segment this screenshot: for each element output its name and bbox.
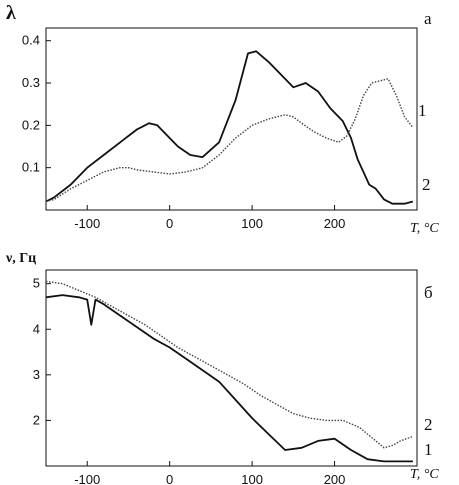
x-tick-label: -100 [74,472,100,485]
y-tick-label: 0.4 [22,33,40,48]
x-tick-label: 100 [241,472,263,485]
chart-panel-a: λ а T, °C 0.1 0.2 0.3 0.4 -100 0 100 200 1 2 [6,2,439,236]
x-tick-label: -100 [74,216,100,231]
x-tick-label: 0 [166,472,173,485]
x-axis-label: T, °C [410,467,439,482]
series-label-2: 2 [424,415,433,434]
x-tick-label: 100 [241,216,263,231]
series-line-1 [45,294,413,463]
y-tick-label: 0.2 [22,117,40,132]
x-axis-label: T, °C [410,221,439,236]
y-axis-label: ν, Гц [5,251,36,266]
plot-frame [45,27,418,211]
y-tick-label: 5 [33,276,40,291]
series-label-1: 1 [424,440,433,459]
y-tick-label: 0.3 [22,75,40,90]
y-tick-label: 4 [33,321,40,336]
panel-letter: а [424,9,432,28]
series-line-1 [45,50,414,205]
x-tick-label: 200 [324,472,346,485]
series-label-1: 1 [418,101,427,120]
chart-panel-b: ν, Гц б T, °C 2 3 4 5 -100 0 100 200 1 2 [5,251,439,485]
y-tick-label: 0.1 [22,160,40,175]
y-tick-label: 2 [33,412,40,427]
series-label-2: 2 [422,175,431,194]
series-line-2 [45,78,414,203]
x-tick-label: 200 [324,216,346,231]
y-tick-label: 3 [33,367,40,382]
x-tick-label: 0 [166,216,173,231]
y-axis-label: λ [6,2,16,24]
plot-frame [45,269,418,467]
series-line-2 [45,280,414,449]
panel-letter: б [424,283,433,302]
